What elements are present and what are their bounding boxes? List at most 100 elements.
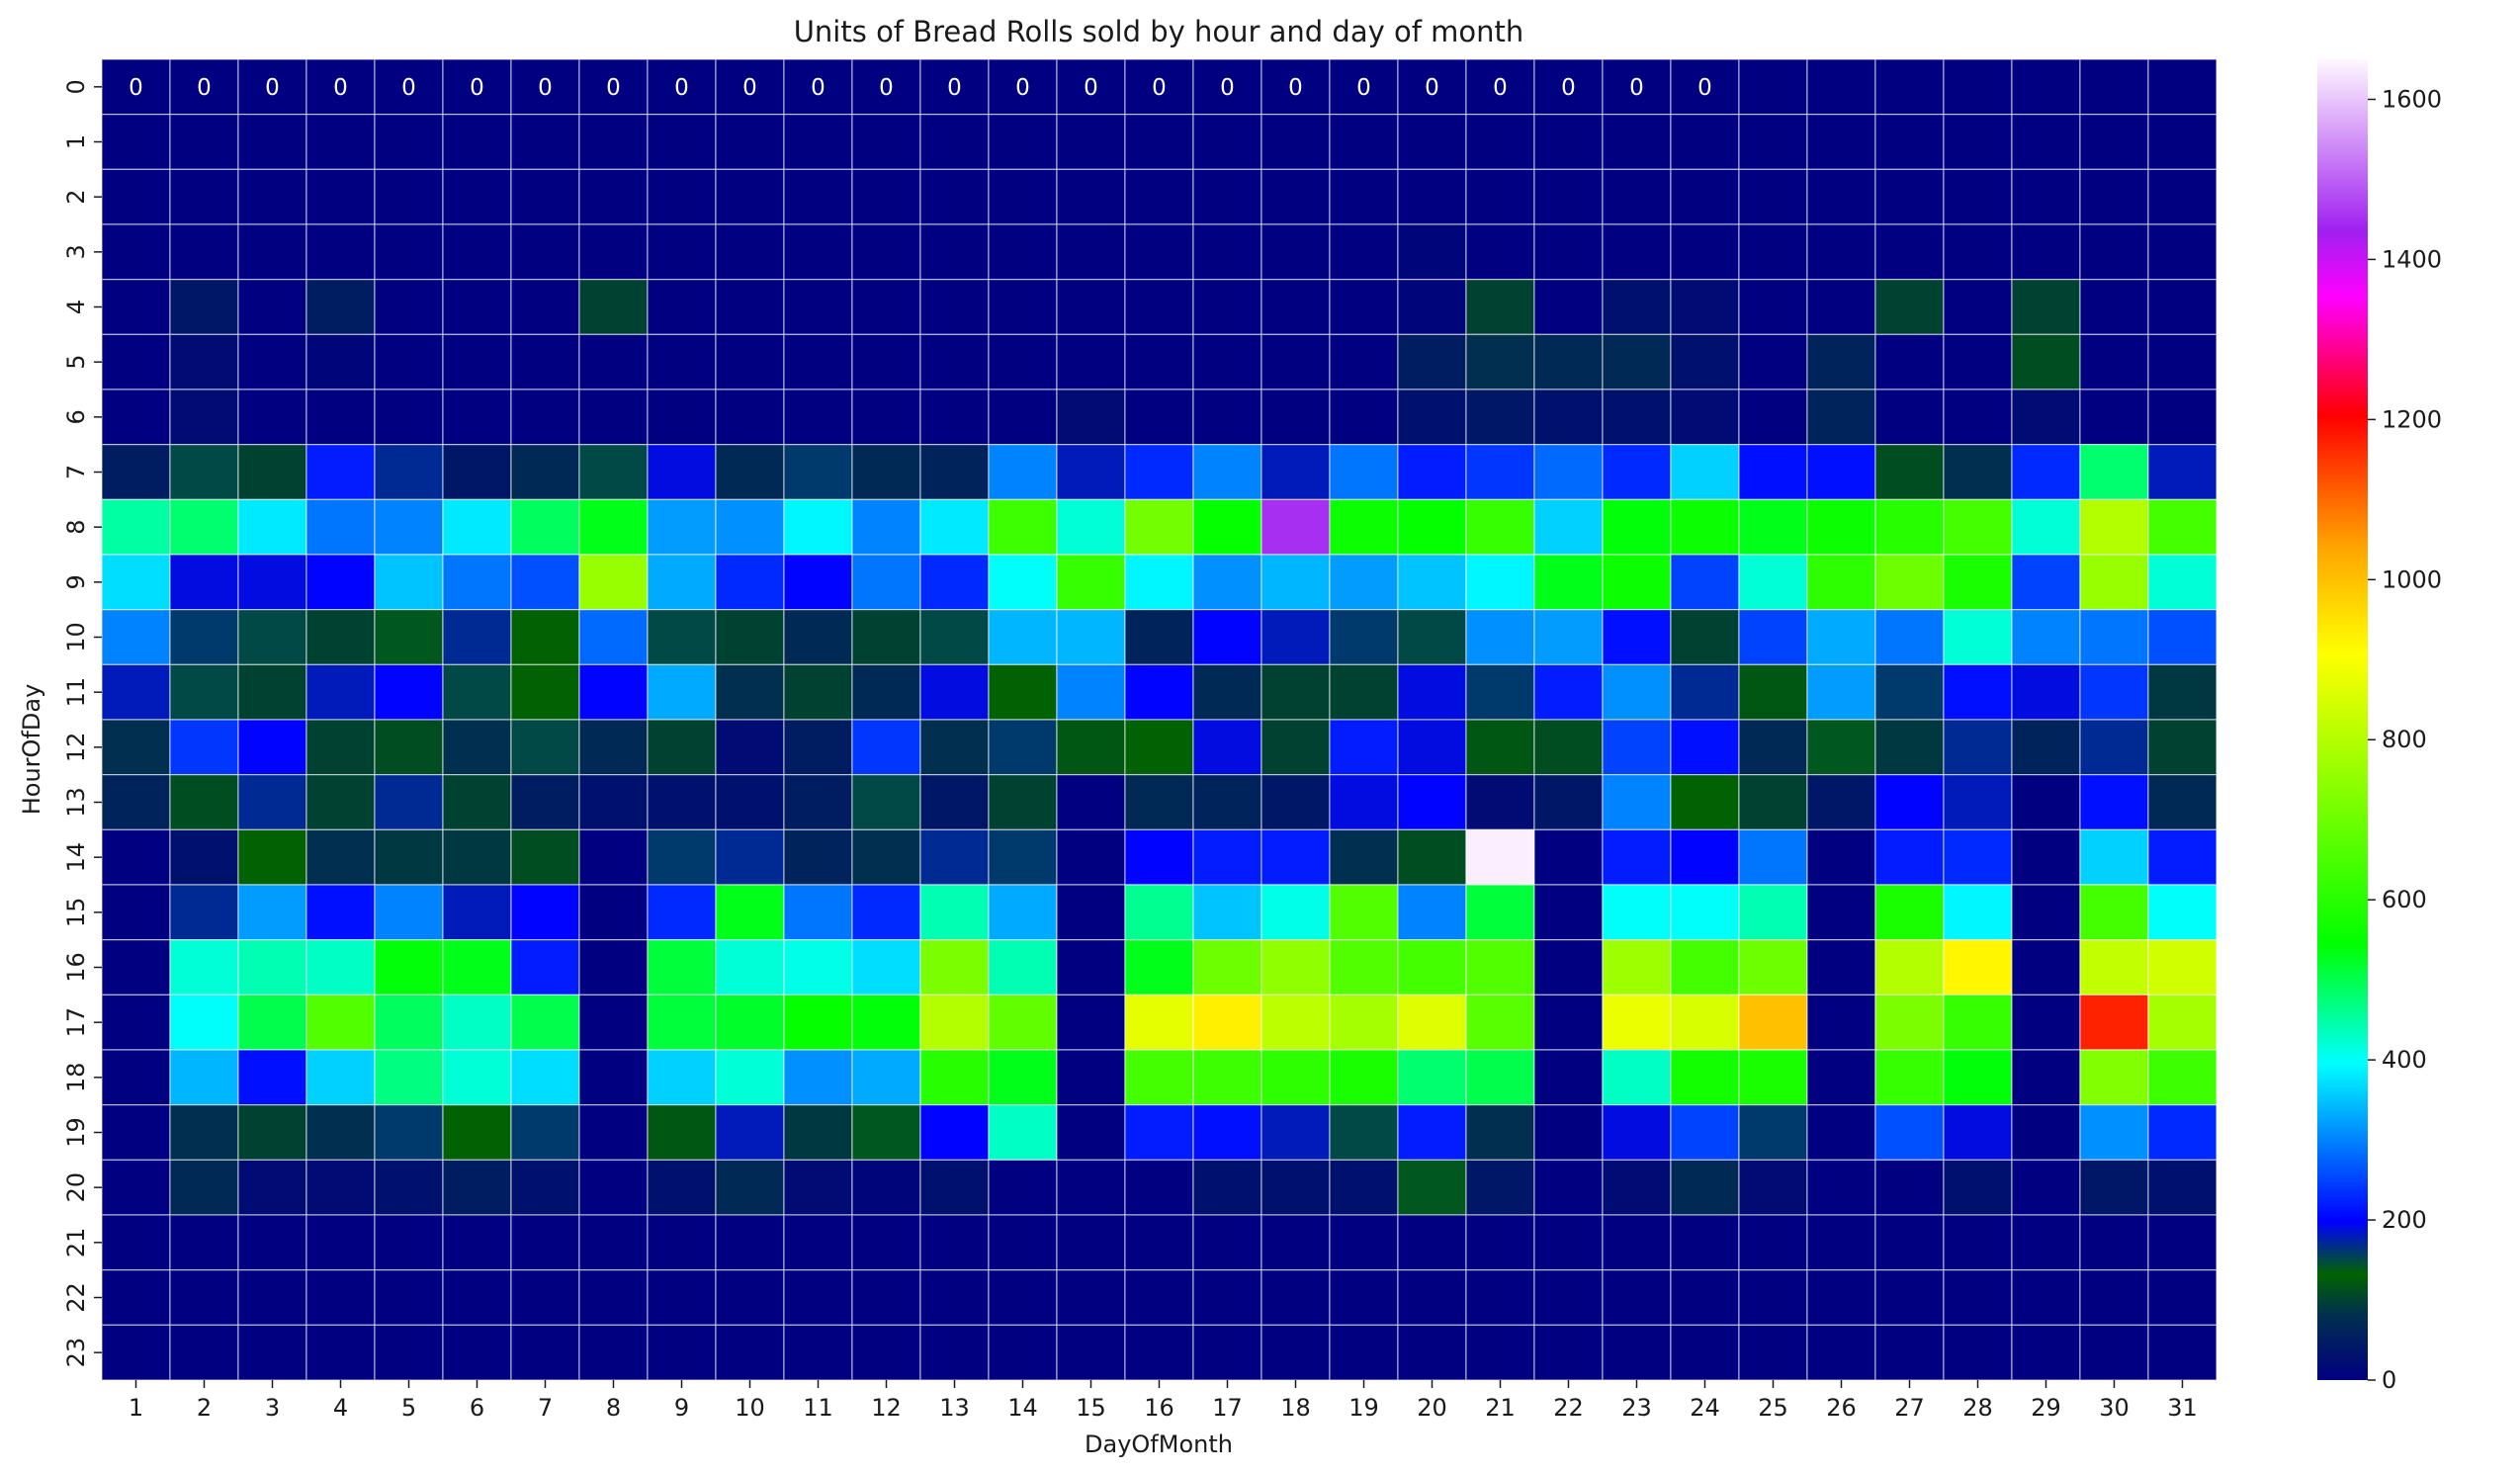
- heatmap-cell: [1806, 828, 1876, 886]
- heatmap-cell: [1533, 828, 1604, 886]
- heatmap-cell: [2079, 554, 2149, 611]
- heatmap-cell: [169, 939, 239, 996]
- heatmap-cell: [1533, 774, 1604, 830]
- heatmap-cell: [2011, 663, 2081, 721]
- heatmap-cell: [988, 609, 1058, 665]
- heatmap-cell: [2079, 884, 2149, 941]
- heatmap-cell: [1329, 1269, 1399, 1326]
- heatmap-cell: [851, 828, 921, 886]
- heatmap-cell: [1874, 609, 1945, 665]
- heatmap-cell: [237, 1324, 307, 1381]
- heatmap-cell: [1329, 114, 1399, 170]
- heatmap-cell: [1329, 719, 1399, 776]
- heatmap-cell: [1192, 279, 1262, 335]
- heatmap-cell: [1806, 554, 1876, 611]
- heatmap-cell: [305, 498, 376, 556]
- heatmap-cell: [510, 1324, 580, 1381]
- heatmap-cell: [1397, 1104, 1467, 1161]
- heatmap-cell: [715, 1269, 785, 1326]
- heatmap-cell: [305, 1324, 376, 1381]
- y-tick-label: 22: [62, 1282, 90, 1313]
- heatmap-cell: [988, 333, 1058, 390]
- heatmap-cell: [647, 884, 717, 941]
- heatmap-cell: [2147, 1324, 2217, 1381]
- heatmap-cell: [374, 279, 444, 335]
- heatmap-cell: [2011, 719, 2081, 776]
- cell-annotation: 0: [1697, 75, 1712, 101]
- heatmap-cell: [374, 1049, 444, 1106]
- heatmap-cell: [1329, 389, 1399, 446]
- x-axis-ticks: 1 2 3 4 5 6 7 8 9 10 11 12 13 14 15 16 17 18 19 20 21 22 23 24 2…: [129, 1380, 2198, 1422]
- heatmap-cell: [510, 554, 580, 611]
- heatmap-cell: [919, 223, 990, 281]
- cell-annotation: 0: [129, 75, 143, 101]
- heatmap-cell: [851, 884, 921, 941]
- heatmap-cell: [578, 279, 649, 335]
- heatmap-cell: [1738, 498, 1808, 556]
- heatmap-cell: [1397, 828, 1467, 886]
- heatmap-cell: [1056, 1269, 1126, 1326]
- heatmap-cell: [169, 663, 239, 721]
- heatmap-cell: [2011, 1104, 2081, 1161]
- heatmap-cell: [169, 114, 239, 170]
- heatmap-cell: [851, 663, 921, 721]
- heatmap-cell: [2147, 663, 2217, 721]
- heatmap-cell: [1192, 1159, 1262, 1216]
- heatmap-cell: [851, 498, 921, 556]
- heatmap-cell: [851, 279, 921, 335]
- heatmap-cell: [1874, 828, 1945, 886]
- heatmap-cell: [783, 279, 853, 335]
- heatmap-cell: [1738, 1269, 1808, 1326]
- cell-annotation: 0: [1152, 75, 1167, 101]
- heatmap-cell: [578, 994, 649, 1051]
- heatmap-cell: [374, 223, 444, 281]
- heatmap-cell: [578, 1159, 649, 1216]
- heatmap-cell: [2147, 774, 2217, 830]
- heatmap-cell: [169, 994, 239, 1051]
- heatmap-cell: [1056, 884, 1126, 941]
- heatmap-cell: [1397, 719, 1467, 776]
- heatmap-cell: [1943, 1159, 2013, 1216]
- heatmap-cell: [1943, 444, 2013, 500]
- heatmap-cell: [578, 939, 649, 996]
- heatmap-cell: [647, 1214, 717, 1271]
- heatmap-cell: [374, 1104, 444, 1161]
- heatmap-cell: [1124, 719, 1194, 776]
- heatmap-cell: [919, 168, 990, 225]
- heatmap-cell: [715, 498, 785, 556]
- heatmap-cell: [1533, 939, 1604, 996]
- heatmap-cell: [1465, 333, 1535, 390]
- heatmap-cell: [1874, 884, 1945, 941]
- heatmap-cell: [1806, 444, 1876, 500]
- heatmap-cell: [988, 774, 1058, 830]
- heatmap-cell: [919, 1324, 990, 1381]
- heatmap-cell: [1806, 498, 1876, 556]
- y-tick-label: 13: [62, 787, 90, 818]
- heatmap-cell: [783, 1324, 853, 1381]
- heatmap-cell: [1192, 1049, 1262, 1106]
- heatmap-cell: [1465, 1104, 1535, 1161]
- colorbar-ticks: 0 200 400 600 800 1000 1200 1400 1600: [2368, 85, 2442, 1394]
- heatmap-cell: [783, 333, 853, 390]
- heatmap-cell: [1465, 1049, 1535, 1106]
- heatmap-cell: [1943, 58, 2013, 116]
- heatmap-cell: [1670, 554, 1740, 611]
- heatmap-cell: [101, 223, 171, 281]
- heatmap-cell: [647, 1159, 717, 1216]
- heatmap-cell: [1670, 663, 1740, 721]
- heatmap-cell: [1397, 279, 1467, 335]
- heatmap-cell: [374, 1214, 444, 1271]
- heatmap-cell: [1670, 1214, 1740, 1271]
- heatmap-cell: [237, 1104, 307, 1161]
- heatmap-cell: [2011, 498, 2081, 556]
- heatmap-cell: [1533, 498, 1604, 556]
- x-tick-label: 18: [1280, 1394, 1311, 1422]
- heatmap-cell: [1602, 279, 1672, 335]
- heatmap-cell: [783, 444, 853, 500]
- heatmap-cell: [2011, 58, 2081, 116]
- heatmap-cell: [715, 939, 785, 996]
- heatmap-cell: [988, 389, 1058, 446]
- heatmap-cell: [1602, 663, 1672, 721]
- x-tick-label: 29: [2031, 1394, 2061, 1422]
- y-tick-label: 21: [62, 1228, 90, 1258]
